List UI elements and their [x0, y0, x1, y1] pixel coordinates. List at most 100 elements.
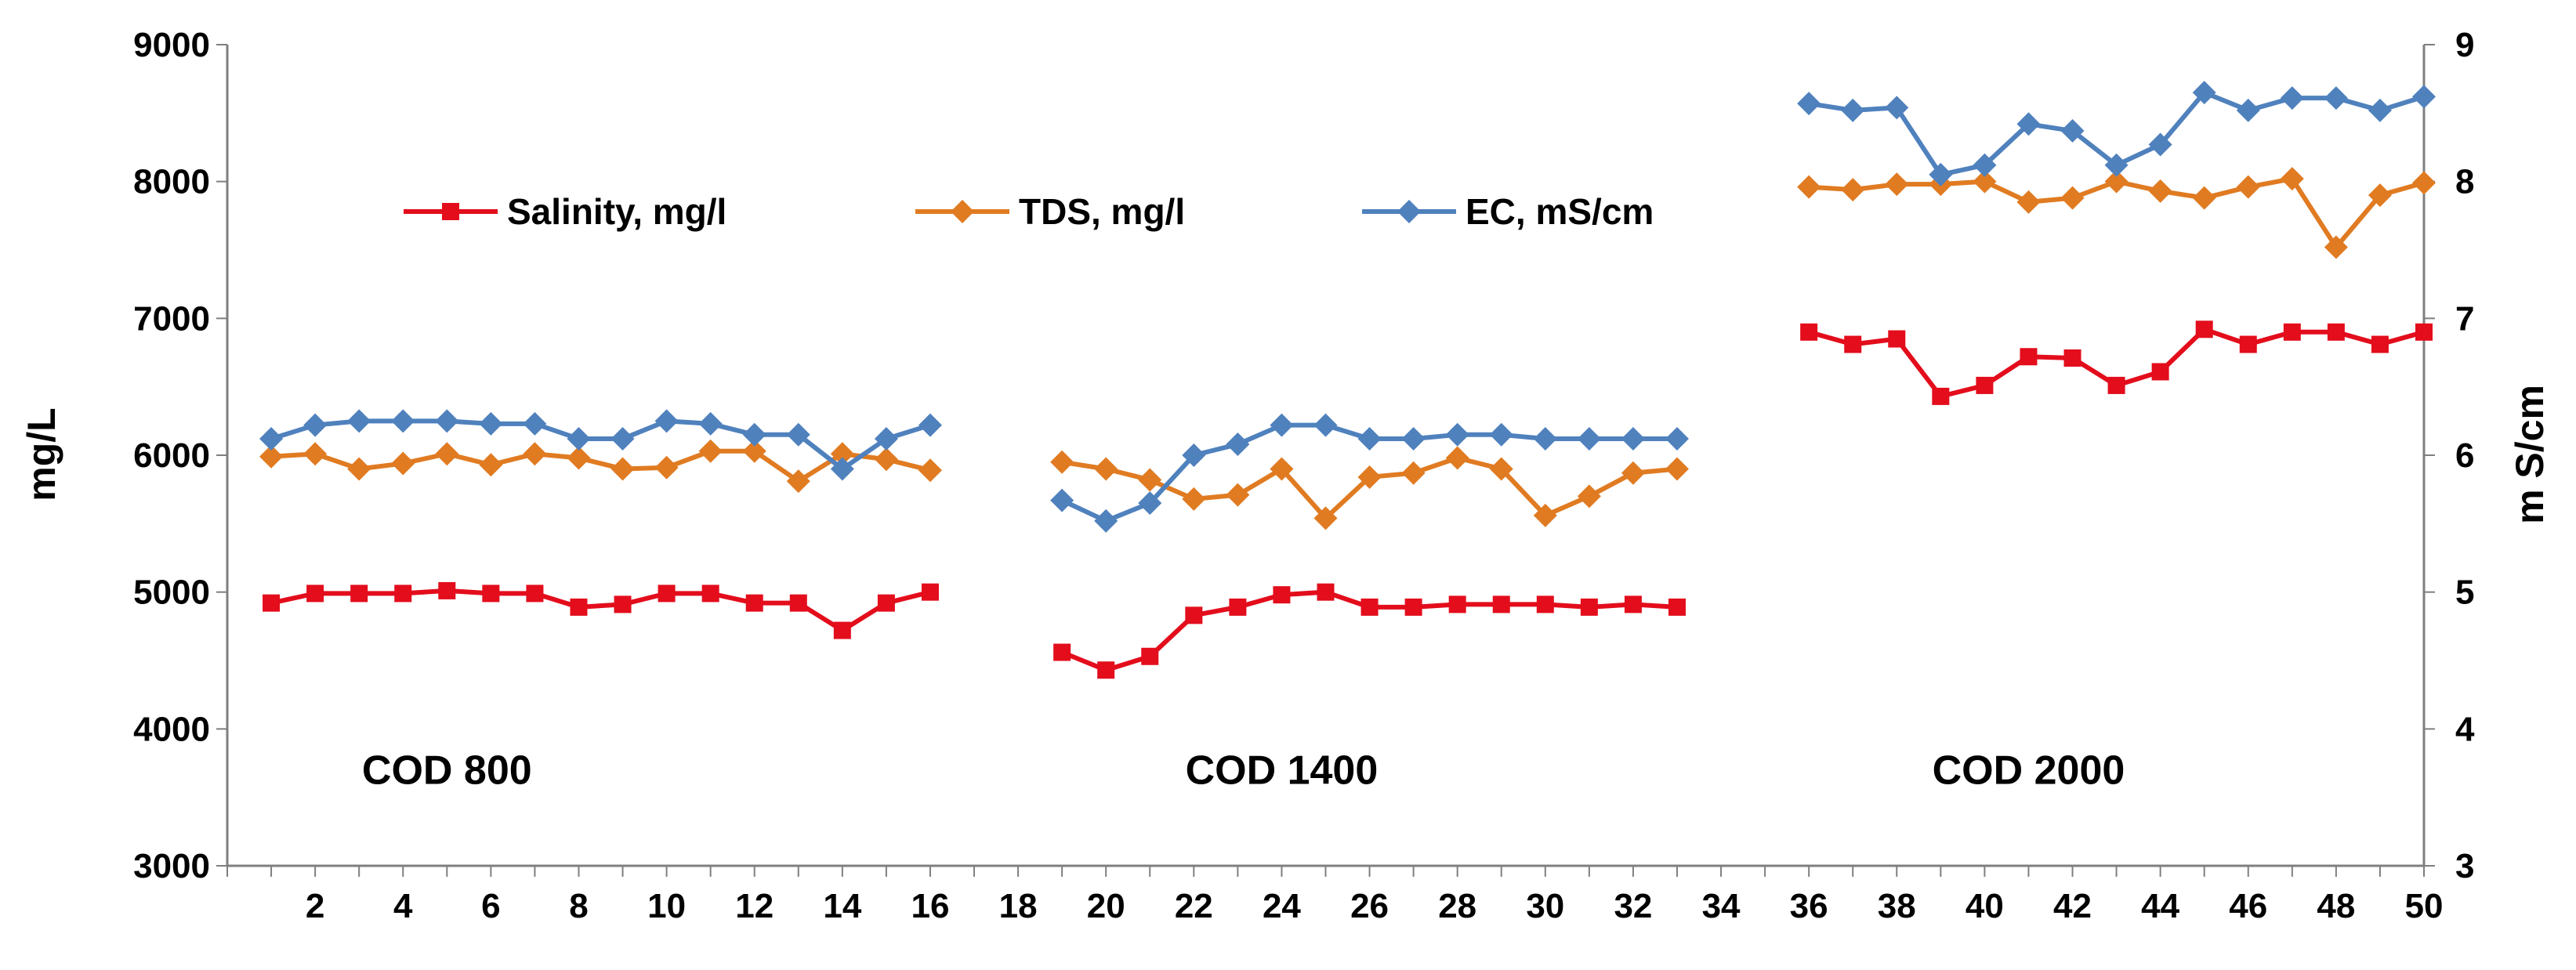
ec-data-point	[1797, 92, 1821, 116]
series-layer	[259, 81, 2436, 679]
right-y-tick-label: 9	[2455, 26, 2474, 64]
salinity-data-point	[2107, 376, 2125, 394]
salinity-data-point	[1536, 595, 1554, 613]
x-tick-label: 38	[1878, 887, 1916, 925]
tds-data-point	[391, 451, 415, 476]
salinity-data-point	[2371, 335, 2389, 353]
ec-data-point	[1665, 427, 1689, 451]
right-y-tick-label: 7	[2455, 299, 2474, 338]
ec-data-point	[347, 409, 371, 433]
tds-data-point	[523, 442, 547, 466]
tds-data-point	[1050, 450, 1074, 474]
left-y-axis-title: mg/L	[20, 407, 63, 501]
ec-data-point	[830, 457, 854, 481]
tds-data-point	[1357, 465, 1382, 489]
right-y-tick-label: 3	[2455, 847, 2474, 885]
tds-data-point	[1313, 506, 1338, 530]
salinity-data-point	[921, 583, 939, 601]
salinity-data-point	[263, 594, 281, 612]
tds-data-point	[1226, 483, 1250, 507]
right-y-tick-label: 4	[2455, 710, 2475, 748]
left-y-tick-label: 5000	[133, 574, 210, 612]
tds-data-point	[698, 439, 723, 463]
salinity-data-point	[1360, 598, 1379, 616]
tds-data-point	[1401, 461, 1426, 485]
ec-data-point	[2368, 98, 2392, 122]
salinity-data-point	[306, 585, 324, 603]
tds-data-point	[2104, 169, 2129, 194]
ec-data-point	[1885, 96, 1909, 120]
tds-data-point	[2148, 179, 2172, 203]
group-label: COD 2000	[1933, 748, 2125, 794]
x-tick-label: 6	[481, 887, 500, 925]
ec-data-point	[874, 427, 898, 451]
tds-data-point	[2412, 171, 2436, 195]
ec-data-point	[1357, 427, 1382, 451]
right-y-tick-layer: 3 4 5 6 7 8 9	[2424, 26, 2475, 885]
salinity-data-point	[789, 594, 807, 612]
x-tick-label: 14	[823, 887, 861, 925]
tds-data-point	[2016, 190, 2041, 214]
ec-data-point	[2324, 86, 2348, 110]
right-y-tick-label: 5	[2455, 574, 2474, 612]
tds-data-point	[610, 457, 635, 481]
legend-swatch-marker	[1397, 200, 1421, 223]
salinity-data-point	[701, 585, 719, 603]
ec-data-point	[918, 413, 942, 437]
salinity-data-point	[1624, 595, 1642, 613]
ec-line-segment	[270, 418, 931, 472]
salinity-data-point	[482, 585, 500, 603]
tds-data-point	[918, 458, 942, 483]
ec-data-point	[1401, 427, 1426, 451]
ec-data-point	[1929, 162, 1953, 186]
ec-data-point	[435, 409, 459, 433]
tds-data-point	[2368, 183, 2392, 208]
x-tick-label: 8	[569, 887, 588, 925]
salinity-data-point	[745, 594, 763, 612]
salinity-data-point	[1317, 583, 1335, 601]
tds-data-point	[435, 442, 459, 466]
legend-label: Salinity, mg/l	[507, 191, 726, 232]
x-tick-label: 18	[999, 887, 1038, 925]
tds-data-point	[479, 453, 503, 477]
left-y-tick-label: 8000	[133, 163, 210, 201]
tds-data-point	[2236, 175, 2260, 199]
right-y-tick-label: 8	[2455, 163, 2474, 201]
salinity-data-point	[2239, 335, 2257, 353]
ec-data-point	[1445, 422, 1469, 447]
group-label: COD 1400	[1186, 748, 1379, 794]
salinity-data-point	[1448, 595, 1466, 613]
right-y-axis-title: m S/cm	[2508, 385, 2552, 524]
tds-line-segment	[270, 448, 931, 484]
tds-data-point	[1533, 503, 1557, 527]
salinity-data-point	[1404, 598, 1422, 616]
x-tick-label: 48	[2317, 887, 2355, 925]
tds-data-point	[1885, 172, 1909, 197]
group-label-layer: COD 800 COD 1400 COD 2000	[362, 748, 2125, 794]
tds-data-point	[2324, 235, 2348, 259]
tds-data-point	[1577, 484, 1601, 509]
x-tick-label: 30	[1526, 887, 1564, 925]
left-y-tick-label: 6000	[133, 436, 210, 475]
ec-data-point	[1489, 422, 1513, 447]
ec-data-point	[2412, 85, 2436, 109]
x-tick-label: 42	[2053, 887, 2092, 925]
ec-data-point	[1841, 98, 1865, 122]
ec-data-point	[742, 422, 766, 447]
tds-data-point	[2280, 167, 2304, 191]
tds-data-point	[1094, 457, 1118, 481]
ec-data-point	[1270, 413, 1294, 437]
tds-data-point	[1797, 175, 1821, 199]
ec-data-point	[1182, 443, 1206, 467]
left-y-tick-label: 3000	[133, 847, 210, 885]
x-tick-label: 50	[2405, 887, 2444, 925]
salinity-data-point	[1185, 606, 1203, 624]
salinity-data-point	[1976, 376, 1994, 394]
salinity-data-point	[1053, 643, 1071, 661]
salinity-data-point	[1932, 387, 1950, 405]
ec-data-point	[786, 422, 810, 447]
tds-data-point	[830, 442, 854, 466]
salinity-line-segment	[270, 588, 931, 633]
series-ec	[259, 81, 2436, 533]
